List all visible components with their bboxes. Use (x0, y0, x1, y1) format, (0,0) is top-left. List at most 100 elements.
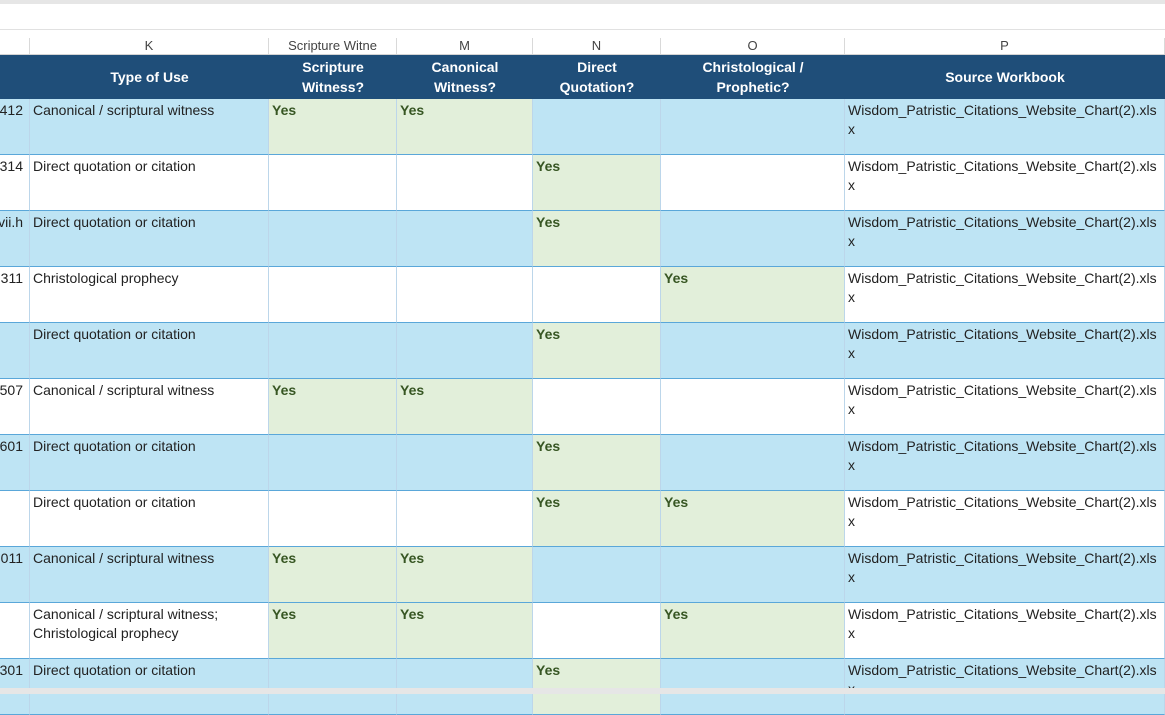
canonical-witness-cell[interactable] (397, 211, 533, 267)
row-stub-cell[interactable] (0, 323, 30, 379)
direct-quotation-cell[interactable] (533, 267, 661, 323)
column-header-l[interactable]: Scripture Witne (269, 38, 397, 54)
source-workbook-cell[interactable]: Wisdom_Patristic_Citations_Website_Chart… (845, 491, 1165, 547)
row-stub-cell[interactable]: 314. (0, 155, 30, 211)
scripture-witness-cell[interactable] (269, 435, 397, 491)
row-stub-cell[interactable]: 601 (0, 435, 30, 491)
christological-cell[interactable] (661, 211, 845, 267)
christological-cell[interactable] (661, 99, 845, 155)
row-stub-cell[interactable]: 301 (0, 659, 30, 715)
source-workbook-cell[interactable]: Wisdom_Patristic_Citations_Website_Chart… (845, 547, 1165, 603)
direct-quotation-cell[interactable]: Yes (533, 435, 661, 491)
column-header-stub[interactable] (0, 38, 30, 54)
row-stub-cell[interactable]: 507 (0, 379, 30, 435)
direct-quotation-cell[interactable]: Yes (533, 211, 661, 267)
column-header-p[interactable]: P (845, 38, 1165, 54)
row-stub-cell[interactable]: 011 (0, 547, 30, 603)
canonical-witness-cell[interactable] (397, 267, 533, 323)
direct-quotation-cell[interactable]: Yes (533, 155, 661, 211)
type-of-use-cell[interactable]: Direct quotation or citation (30, 155, 269, 211)
scripture-witness-cell[interactable]: Yes (269, 379, 397, 435)
header-direct-quotation[interactable]: Direct Quotation? (533, 55, 661, 99)
column-header-o[interactable]: O (661, 38, 845, 54)
row-stub-cell[interactable]: 311. (0, 267, 30, 323)
christological-cell[interactable]: Yes (661, 603, 845, 659)
type-of-use-cell[interactable]: Direct quotation or citation (30, 435, 269, 491)
canonical-witness-cell[interactable]: Yes (397, 379, 533, 435)
type-of-use-cell[interactable]: Direct quotation or citation (30, 211, 269, 267)
type-of-use-cell[interactable]: Christological prophecy (30, 267, 269, 323)
table-row: Direct quotation or citation Yes Wisdom_Pa… (0, 323, 1165, 379)
christological-cell[interactable]: Yes (661, 267, 845, 323)
direct-quotation-cell[interactable]: Yes (533, 659, 661, 715)
canonical-witness-cell[interactable] (397, 323, 533, 379)
canonical-witness-cell[interactable]: Yes (397, 547, 533, 603)
type-of-use-cell[interactable]: Canonical / scriptural witness; Christol… (30, 603, 269, 659)
source-workbook-cell[interactable]: Wisdom_Patristic_Citations_Website_Chart… (845, 267, 1165, 323)
christological-cell[interactable] (661, 659, 845, 715)
source-workbook-cell[interactable]: Wisdom_Patristic_Citations_Website_Chart… (845, 211, 1165, 267)
source-workbook-cell[interactable]: Wisdom_Patristic_Citations_Website_Chart… (845, 603, 1165, 659)
type-of-use-cell[interactable]: Direct quotation or citation (30, 323, 269, 379)
source-workbook-cell[interactable]: Wisdom_Patristic_Citations_Website_Chart… (845, 155, 1165, 211)
source-workbook-cell[interactable]: Wisdom_Patristic_Citations_Website_Chart… (845, 379, 1165, 435)
canonical-witness-cell[interactable]: Yes (397, 603, 533, 659)
table-row: 314.Direct quotation or citation Yes Wisdo… (0, 155, 1165, 211)
row-stub-cell[interactable] (0, 603, 30, 659)
column-header-k[interactable]: K (30, 38, 269, 54)
scripture-witness-cell[interactable]: Yes (269, 603, 397, 659)
source-workbook-cell[interactable]: Wisdom_Patristic_Citations_Website_Chart… (845, 435, 1165, 491)
canonical-witness-cell[interactable] (397, 491, 533, 547)
row-stub-cell[interactable]: vii.h (0, 211, 30, 267)
christological-cell[interactable] (661, 323, 845, 379)
direct-quotation-cell[interactable] (533, 379, 661, 435)
column-header-n[interactable]: N (533, 38, 661, 54)
formula-bar[interactable] (0, 4, 1165, 30)
table-row: 301 Direct quotation or citation Yes Wisdom… (0, 659, 1165, 715)
direct-quotation-cell[interactable]: Yes (533, 323, 661, 379)
type-of-use-cell[interactable]: Direct quotation or citation (30, 659, 269, 715)
christological-cell[interactable]: Yes (661, 491, 845, 547)
christological-cell[interactable] (661, 435, 845, 491)
direct-quotation-cell[interactable] (533, 603, 661, 659)
direct-quotation-cell[interactable] (533, 547, 661, 603)
header-canonical-witness[interactable]: Canonical Witness? (397, 55, 533, 99)
header-christological-prophetic[interactable]: Christological / Prophetic? (661, 55, 845, 99)
scripture-witness-cell[interactable]: Yes (269, 99, 397, 155)
header-line: Quotation? (559, 79, 635, 95)
direct-quotation-cell[interactable] (533, 99, 661, 155)
type-of-use-cell[interactable]: Canonical / scriptural witness (30, 547, 269, 603)
header-line: Christological / (702, 59, 804, 75)
canonical-witness-cell[interactable] (397, 659, 533, 715)
source-workbook-cell[interactable]: Wisdom_Patristic_Citations_Website_Chart… (845, 323, 1165, 379)
source-workbook-cell[interactable]: Wisdom_Patristic_Citations_Website_Chart… (845, 659, 1165, 715)
scripture-witness-cell[interactable] (269, 155, 397, 211)
column-header-m[interactable]: M (397, 38, 533, 54)
christological-cell[interactable] (661, 379, 845, 435)
scripture-witness-cell[interactable] (269, 267, 397, 323)
table-row: 412 Canonical / scriptural witness Yes Yes W… (0, 99, 1165, 155)
scripture-witness-cell[interactable] (269, 491, 397, 547)
canonical-witness-cell[interactable]: Yes (397, 99, 533, 155)
type-of-use-cell[interactable]: Canonical / scriptural witness (30, 379, 269, 435)
type-of-use-cell[interactable]: Direct quotation or citation (30, 491, 269, 547)
scripture-witness-cell[interactable] (269, 323, 397, 379)
header-scripture-witness[interactable]: Scripture Witness? (269, 55, 397, 99)
christological-cell[interactable] (661, 547, 845, 603)
direct-quotation-cell[interactable]: Yes (533, 491, 661, 547)
scripture-witness-cell[interactable] (269, 659, 397, 715)
canonical-witness-cell[interactable] (397, 155, 533, 211)
scripture-witness-cell[interactable]: Yes (269, 547, 397, 603)
table-row: Direct quotation or citation Yes Yes Wisdom… (0, 491, 1165, 547)
row-stub-cell[interactable]: 412 (0, 99, 30, 155)
toolbar-gap (0, 30, 1165, 38)
header-type-of-use[interactable]: Type of Use (110, 69, 189, 85)
type-of-use-cell[interactable]: Canonical / scriptural witness (30, 99, 269, 155)
header-source-workbook[interactable]: Source Workbook (945, 69, 1065, 85)
sheet-tabs-edge (0, 688, 1165, 694)
christological-cell[interactable] (661, 155, 845, 211)
source-workbook-cell[interactable]: Wisdom_Patristic_Citations_Website_Chart… (845, 99, 1165, 155)
scripture-witness-cell[interactable] (269, 211, 397, 267)
row-stub-cell[interactable] (0, 491, 30, 547)
canonical-witness-cell[interactable] (397, 435, 533, 491)
